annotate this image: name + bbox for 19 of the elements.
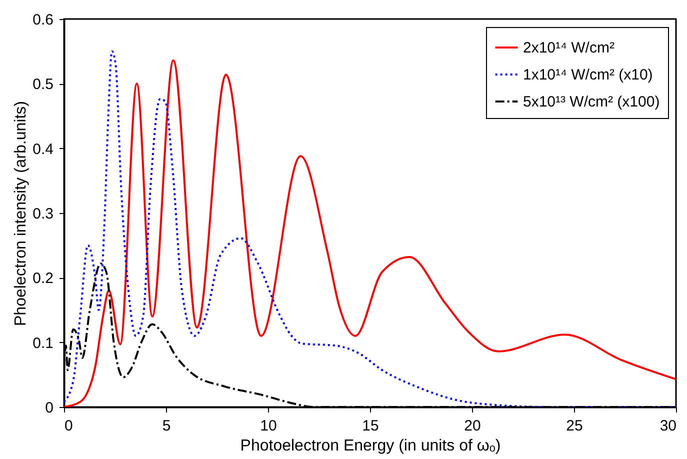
x-axis-title: Photoelectron Energy (in units of ωₒ) <box>240 438 501 454</box>
y-tick-label: 0.4 <box>32 140 54 158</box>
x-tick-label: 10 <box>260 418 277 434</box>
y-tick-label: 0.1 <box>32 334 54 352</box>
y-tick-label: 0.6 <box>32 12 54 28</box>
x-tick-label: 20 <box>464 418 481 434</box>
x-tick-label: 0 <box>64 418 73 434</box>
legend-label: 5x10¹³ W/cm² (x100) <box>523 94 660 110</box>
x-tick-label: 15 <box>362 418 379 434</box>
legend-label: 2x10¹⁴ W/cm² <box>523 40 614 56</box>
y-tick-label: 0.5 <box>32 76 54 94</box>
x-tick-label: 30 <box>660 418 676 434</box>
y-tick-label: 0.3 <box>32 206 54 222</box>
y-axis-title: Phoelectron intensity (arb.units) <box>12 101 30 326</box>
x-tick-label: 5 <box>162 418 171 434</box>
y-tick-label: 0 <box>45 400 54 416</box>
x-tick-label: 25 <box>566 418 583 434</box>
y-tick-label: 0.2 <box>32 270 54 288</box>
legend-label: 1x10¹⁴ W/cm² (x10) <box>523 66 653 84</box>
